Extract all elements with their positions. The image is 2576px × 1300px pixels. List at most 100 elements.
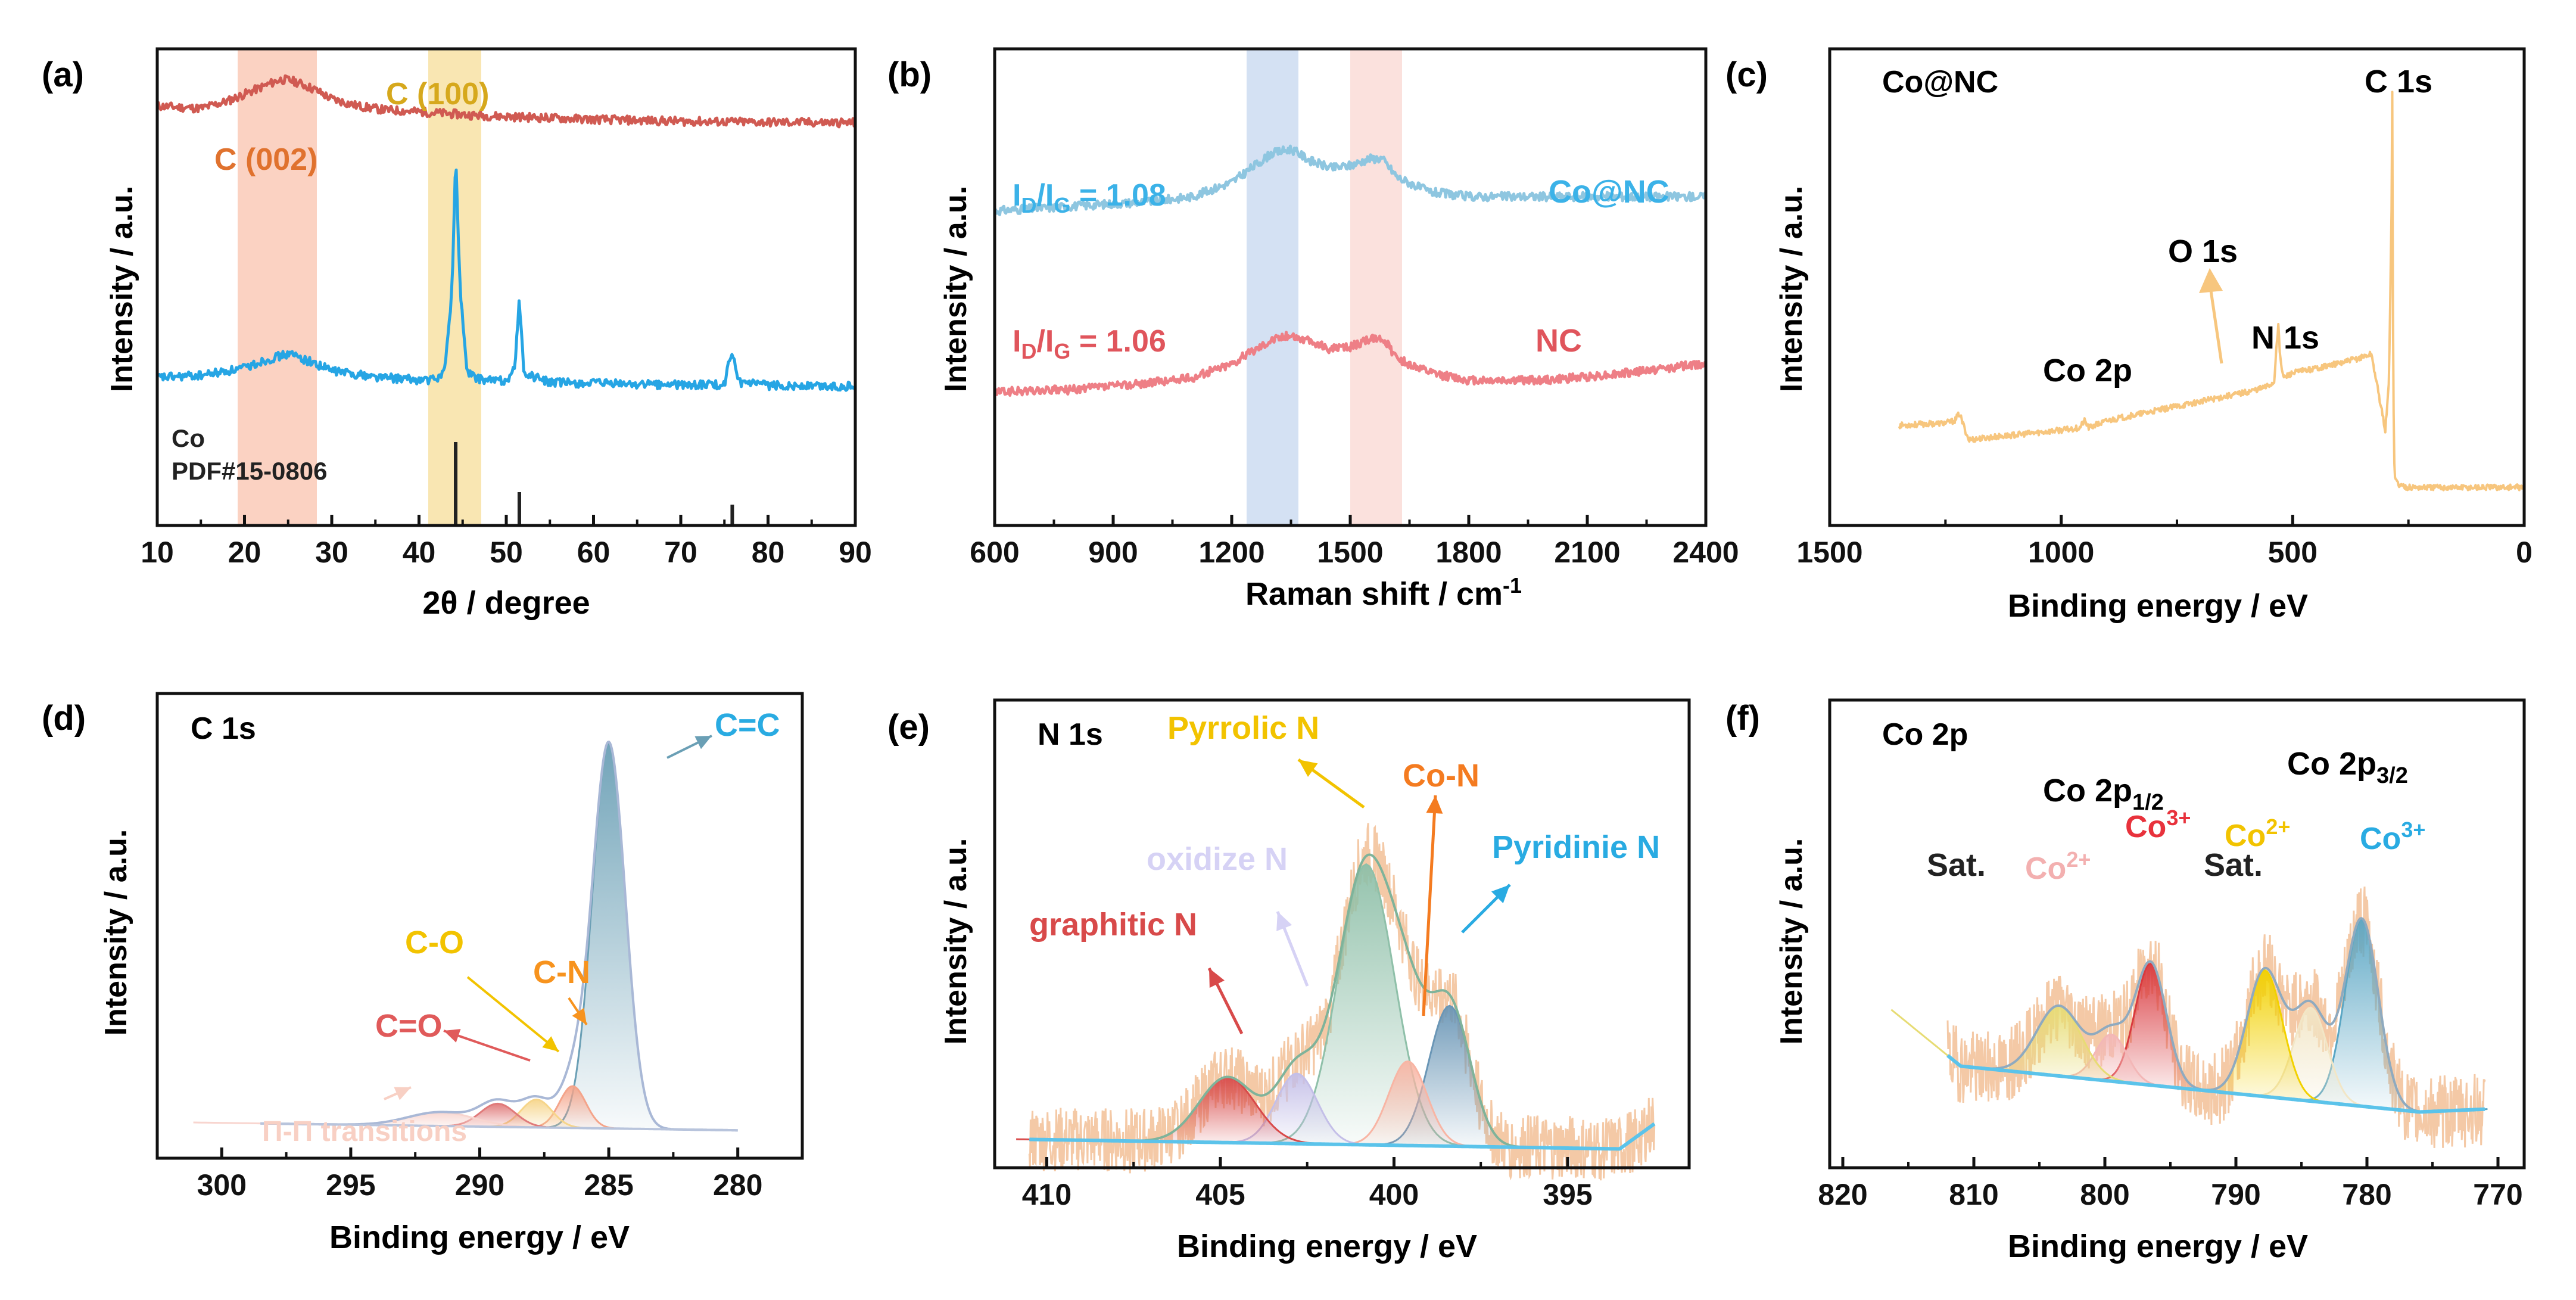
panel-d-xlabel: Binding energy / eV: [329, 1220, 630, 1255]
panel-f-label-co2-left: Co2+: [2025, 847, 2091, 886]
panel-a: (a) Intensity / a.u. 2θ / degree C (002)…: [42, 47, 872, 621]
label-graphitic-n: graphitic N: [1029, 907, 1197, 943]
panel-d-frame: [155, 692, 804, 1160]
x-tick-label: 40: [403, 536, 436, 569]
series-nc: [993, 331, 1708, 397]
arrow-c-c-head: [694, 736, 712, 749]
panel-b-band-d: [1247, 49, 1298, 525]
x-tick-label: 295: [326, 1168, 375, 1202]
baseline: [1029, 1122, 1656, 1151]
x-tick-label: 90: [839, 536, 872, 569]
x-tick-label: 770: [2473, 1178, 2522, 1211]
x-tick-label: 900: [1088, 536, 1138, 569]
baseline: [260, 1122, 738, 1132]
panel-c-ylabel: Intensity / a.u.: [1774, 186, 1809, 393]
x-tick-label: 780: [2342, 1178, 2391, 1211]
x-tick-label: 405: [1195, 1178, 1245, 1211]
panel-b-ratio-nc: ID/IG = 1.06: [1013, 324, 1166, 363]
component-c-c: [485, 741, 733, 1131]
panel-a-label-c100: C (100): [386, 77, 489, 111]
arrow-co-n-line: [1422, 795, 1437, 1016]
x-tick-label: 395: [1543, 1178, 1592, 1211]
panel-f-label-2p12: Co 2p1/2: [2043, 773, 2164, 815]
panel-e-frame: [993, 698, 1691, 1170]
panel-d-spectrum: C 1s: [191, 711, 256, 746]
arrow-co-n-head: [1426, 795, 1443, 814]
fit-envelope: [260, 740, 738, 1132]
panel-b-letter: (b): [887, 55, 932, 94]
panel-f-xlabel: Binding energy / eV: [2008, 1229, 2308, 1264]
x-tick-label: 600: [970, 536, 1019, 569]
panel-b: (b) Intensity / a.u. Raman shift / cm-1 …: [887, 47, 1739, 612]
panel-e-letter: (e): [887, 708, 930, 747]
x-tick-label: 80: [752, 536, 785, 569]
panel-d-ylabel: Intensity / a.u.: [99, 829, 133, 1036]
panel-e-ylabel: Intensity / a.u.: [939, 838, 973, 1045]
panel-b-ratio-conc: ID/IG = 1.08: [1013, 178, 1166, 217]
panel-c-o1s-arrow-head: [2199, 268, 2223, 293]
panel-f-label-sat-right: Sat.: [2204, 847, 2263, 883]
x-tick-label: 810: [1949, 1178, 1998, 1211]
panel-f-label-co3-right: Co3+: [2360, 817, 2425, 856]
panel-a-ylabel: Intensity / a.u.: [105, 186, 139, 393]
panel-b-xlabel: Raman shift / cm-1: [1245, 573, 1522, 612]
panel-b-ylabel: Intensity / a.u.: [939, 186, 973, 393]
x-tick-label: 400: [1369, 1178, 1419, 1211]
x-tick-label: 280: [713, 1168, 762, 1202]
x-tick-label: 410: [1022, 1178, 1071, 1211]
arrow-c-o-double-head: [444, 1029, 461, 1043]
panel-f-label-sat-left: Sat.: [1927, 847, 1986, 883]
label-c-c: C=C: [715, 707, 780, 743]
panel-f-label-2p32: Co 2p3/2: [2287, 746, 2408, 788]
x-tick-label: 500: [2268, 536, 2318, 569]
panel-b-label-nc: NC: [1535, 323, 1582, 359]
x-tick-label: 2400: [1672, 536, 1739, 569]
panel-d-letter: (d): [42, 699, 86, 738]
panel-c-label-co2p: Co 2p: [2043, 353, 2132, 388]
arrow-c-o-line: [466, 976, 560, 1053]
panel-e-spectrum: N 1s: [1038, 717, 1103, 752]
panel-c: (c) Intensity / a.u. Binding energy / eV…: [1725, 47, 2533, 624]
x-tick-label: 30: [315, 536, 348, 569]
panel-f-label-co2-right: Co2+: [2225, 814, 2290, 853]
panel-a-band-c002: [238, 49, 317, 525]
x-tick-label: 300: [197, 1168, 247, 1202]
panel-c-letter: (c): [1725, 55, 1768, 94]
panel-e-xlabel: Binding energy / eV: [1177, 1229, 1477, 1264]
x-tick-label: 285: [584, 1168, 633, 1202]
panel-c-sample: Co@NC: [1882, 65, 1998, 99]
x-tick-label: 290: [455, 1168, 504, 1202]
arrow-oxidize-head: [1276, 912, 1292, 932]
label-c-o: C-O: [405, 925, 464, 960]
label--transitions: Π-Π transitions: [262, 1116, 467, 1147]
panel-c-label-n1s: N 1s: [2251, 320, 2319, 356]
arrow-pi-head: [394, 1087, 411, 1100]
x-tick-label: 2100: [1554, 536, 1620, 569]
x-tick-label: 70: [664, 536, 697, 569]
panel-a-xlabel: 2θ / degree: [422, 585, 590, 621]
label-co-n: Co-N: [1403, 758, 1479, 794]
arrow-pyrrolic-head: [1298, 760, 1318, 777]
panel-d: (d) Intensity / a.u. Binding energy / eV…: [42, 692, 804, 1255]
panel-a-letter: (a): [42, 55, 84, 94]
arrow-graphitic-head: [1209, 968, 1225, 988]
series-lower-blue: [156, 168, 857, 392]
x-tick-label: 820: [1818, 1178, 1867, 1211]
panel-f-frame: [1828, 698, 2526, 1170]
x-tick-label: 50: [490, 536, 523, 569]
label-c-n: C-N: [533, 954, 590, 990]
x-tick-label: 20: [228, 536, 261, 569]
x-tick-label: 60: [577, 536, 610, 569]
panel-c-xlabel: Binding energy / eV: [2008, 588, 2308, 624]
panel-b-label-conc: Co@NC: [1549, 174, 1669, 210]
panel-e: (e) Intensity / a.u. Binding energy / eV…: [887, 698, 1691, 1264]
series-conc: [993, 144, 1706, 216]
x-tick-label: 1200: [1198, 536, 1264, 569]
x-tick-label: 1000: [2028, 536, 2094, 569]
arrow-c-n-head: [572, 1007, 587, 1025]
panel-c-frame: [1828, 47, 2526, 527]
arrow-pyridinie-head: [1491, 885, 1510, 904]
label-pyrrolic-n: Pyrrolic N: [1167, 710, 1319, 746]
fit-envelope: [1946, 917, 2485, 1113]
x-tick-label: 1500: [1796, 536, 1862, 569]
